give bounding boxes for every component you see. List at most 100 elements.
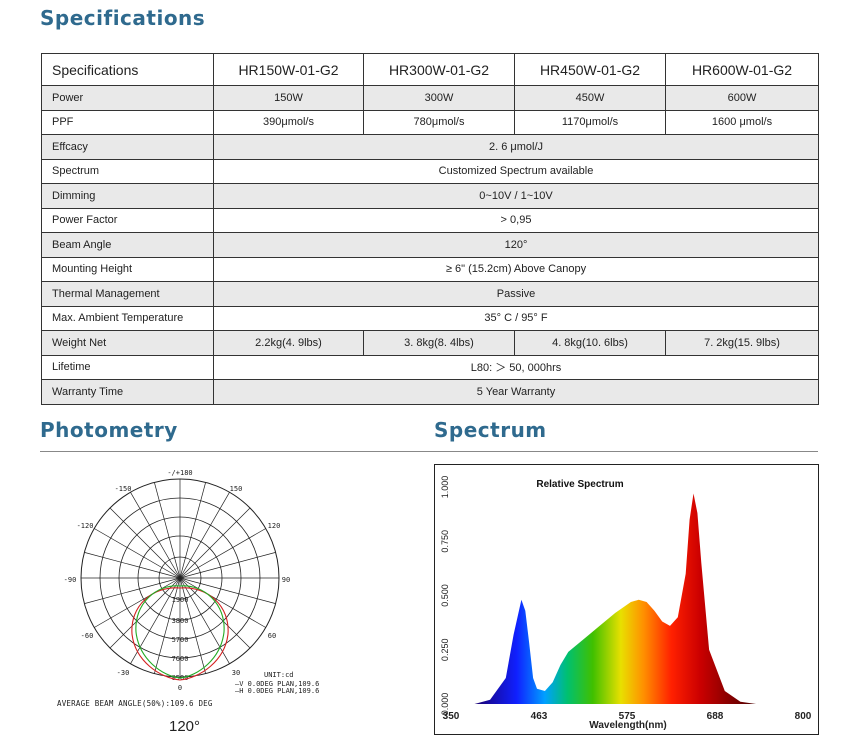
spectrum-chart-title: Relative Spectrum — [536, 479, 623, 490]
value-cell: 3. 8kg(8. 4lbs) — [363, 330, 515, 356]
polar-angle-label: -120 — [77, 522, 94, 530]
value-cell: 390μmol/s — [213, 109, 364, 135]
vertical-plane-curve — [131, 587, 229, 681]
polar-spoke — [179, 552, 276, 579]
polar-radial-label: 3800 — [172, 617, 189, 625]
table-row: Dimming 0~10V / 1~10V — [41, 183, 819, 209]
table-row: Spectrum Customized Spectrum available — [41, 158, 819, 184]
value-cell-merged: 35° C / 95° F — [213, 305, 819, 331]
model-header-cell: HR150W-01-G2 — [213, 53, 364, 86]
polar-radial-label: 1900 — [172, 596, 189, 604]
polar-spoke — [179, 577, 230, 664]
polar-angle-label: 120 — [268, 522, 281, 530]
row-label-cell: Mounting Height — [41, 256, 214, 282]
value-cell-merged: Passive — [213, 281, 819, 307]
polar-spoke — [130, 577, 181, 664]
polar-angle-label: 60 — [268, 632, 276, 640]
specifications-table: Specifications HR150W-01-G2 HR300W-01-G2 HR… — [41, 53, 819, 405]
polar-angle-label: -150 — [115, 485, 132, 493]
polar-spoke — [154, 482, 181, 579]
polar-angle-label: 150 — [230, 485, 243, 493]
row-label-cell: Lifetime — [41, 354, 214, 380]
table-row: Mounting Height ≥ 6" (15.2cm) Above Canop… — [41, 256, 819, 282]
polar-unit-label: UNIT:cd — [264, 671, 294, 679]
x-tick-label: 575 — [619, 711, 636, 722]
polar-angle-label: 0 — [178, 684, 182, 692]
polar-radial-label: 7600 — [172, 655, 189, 663]
x-tick-label: 463 — [531, 711, 548, 722]
model-header-cell: HR600W-01-G2 — [665, 53, 819, 86]
y-tick-label: 0.000 — [440, 693, 450, 716]
x-axis-label: Wavelength(nm) — [589, 720, 666, 731]
row-label-cell: Dimming — [41, 183, 214, 209]
table-row: Power Factor > 0,95 — [41, 207, 819, 233]
row-label-cell: Power Factor — [41, 207, 214, 233]
spectrum-chart: Relative Spectrum 0.000 0.250 0.500 0.750 1.0… — [434, 464, 819, 735]
row-label-cell: Spectrum — [41, 158, 214, 184]
polar-angle-label: 30 — [232, 669, 240, 677]
table-row: PPF 390μmol/s 780μmol/s 1170μmol/s 1600 μmol… — [41, 109, 819, 135]
y-tick-label: 0.500 — [440, 584, 450, 607]
polar-spoke — [179, 577, 276, 604]
value-cell-merged: 5 Year Warranty — [213, 379, 819, 405]
value-cell-merged: 120° — [213, 232, 819, 258]
polar-spoke — [179, 528, 266, 579]
table-row: Beam Angle 120° — [41, 232, 819, 258]
photometry-polar-chart: -/+180 -150 150 -120 120 -90 90 -60 60 -30 30 0 0 190… — [60, 466, 360, 736]
value-cell: 1170μmol/s — [514, 109, 666, 135]
value-cell: 600W — [665, 85, 819, 111]
polar-spoke — [94, 528, 181, 579]
value-cell-merged: L80: ＞ 50, 000hrs — [213, 354, 819, 380]
polar-spoke — [179, 492, 230, 579]
x-tick-label: 688 — [707, 711, 724, 722]
header-label-cell: Specifications — [41, 53, 214, 86]
polar-spoke — [179, 577, 266, 628]
value-cell-merged: ≥ 6" (15.2cm) Above Canopy — [213, 256, 819, 282]
polar-spoke — [94, 577, 181, 628]
row-label-cell: Warranty Time — [41, 379, 214, 405]
polar-angle-label: -90 — [64, 576, 77, 584]
polar-legend-entry: —H 0.0DEG PLAN,109.6 — [235, 687, 319, 695]
value-cell-merged: 2. 6 μmol/J — [213, 134, 819, 160]
value-cell: 150W — [213, 85, 364, 111]
polar-radial-label: 5700 — [172, 636, 189, 644]
polar-spoke — [179, 482, 206, 579]
value-cell: 450W — [514, 85, 666, 111]
value-cell: 4. 8kg(10. 6lbs) — [514, 330, 666, 356]
polar-radial-label: 0 — [178, 575, 182, 583]
x-tick-label: 800 — [795, 711, 812, 722]
table-row: Lifetime L80: ＞ 50, 000hrs — [41, 354, 819, 380]
polar-spoke — [109, 507, 181, 579]
value-cell-merged: Customized Spectrum available — [213, 158, 819, 184]
horizontal-plane-curve — [135, 585, 225, 679]
value-cell: 7. 2kg(15. 9lbs) — [665, 330, 819, 356]
table-row: Weight Net 2.2kg(4. 9lbs) 3. 8kg(8. 4lbs) 4… — [41, 330, 819, 356]
row-label-cell: Max. Ambient Temperature — [41, 305, 214, 331]
polar-spoke — [109, 577, 181, 649]
average-beam-angle-note: AVERAGE BEAM ANGLE(50%):109.6 DEG — [57, 699, 213, 708]
table-row: Thermal Management Passive — [41, 281, 819, 307]
spectrum-area — [474, 493, 757, 704]
table-row: Effcacy 2. 6 μmol/J — [41, 134, 819, 160]
spectrum-heading: Spectrum — [434, 418, 547, 442]
polar-angle-label: -60 — [81, 632, 94, 640]
row-label-cell: Effcacy — [41, 134, 214, 160]
value-cell: 780μmol/s — [363, 109, 515, 135]
row-label-cell: Power — [41, 85, 214, 111]
polar-spoke — [84, 552, 181, 579]
polar-spoke — [154, 577, 181, 674]
polar-angle-label: 90 — [282, 576, 290, 584]
table-row: Warranty Time 5 Year Warranty — [41, 379, 819, 405]
polar-spoke — [84, 577, 181, 604]
row-label-cell: Weight Net — [41, 330, 214, 356]
y-tick-label: 0.750 — [440, 530, 450, 553]
row-label-cell: Beam Angle — [41, 232, 214, 258]
polar-legend-entry: —V 0.0DEG PLAN,109.6 — [235, 680, 319, 688]
polar-spoke — [179, 507, 251, 579]
y-tick-label: 0.250 — [440, 639, 450, 662]
polar-spoke — [179, 577, 206, 674]
value-cell: 300W — [363, 85, 515, 111]
photometry-heading: Photometry — [40, 418, 178, 442]
polar-angle-label: -30 — [117, 669, 130, 677]
value-cell-merged: 0~10V / 1~10V — [213, 183, 819, 209]
